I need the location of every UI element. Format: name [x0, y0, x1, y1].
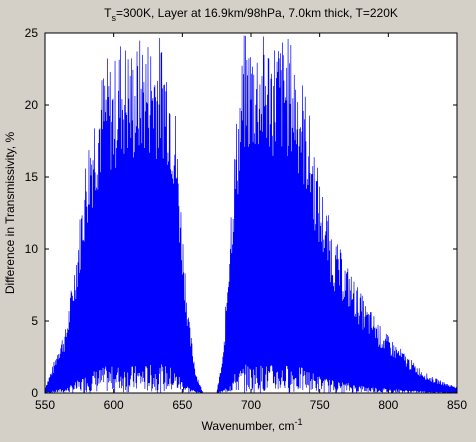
chart-title-rest: =300K, Layer at 16.9km/98hPa, 7.0km thic… — [116, 6, 398, 20]
plot-frame — [44, 32, 458, 394]
ticks-group: 550 600 650 700 750 800 850 0 5 10 15 20 25 — [25, 26, 468, 412]
x-tick-label: 700 — [241, 398, 261, 412]
x-tick-label: 650 — [172, 398, 192, 412]
y-tick-label: 5 — [31, 314, 38, 328]
transmissivity-difference-line — [45, 35, 457, 393]
y-axis-label: Difference in Transmissivity, % — [3, 132, 17, 295]
y-tick-label: 25 — [25, 26, 39, 40]
x-axis-label-main: Wavenumber, cm — [202, 419, 295, 433]
x-tick-label: 600 — [104, 398, 124, 412]
y-tick-label: 15 — [25, 170, 39, 184]
x-axis-label: Wavenumber, cm-1 — [202, 417, 303, 433]
chart-title: Ts=300K, Layer at 16.9km/98hPa, 7.0km th… — [104, 6, 398, 23]
y-tick-label: 10 — [25, 242, 39, 256]
y-tick-label: 20 — [25, 98, 39, 112]
x-tick-label: 550 — [35, 398, 55, 412]
x-tick-label: 850 — [447, 398, 467, 412]
x-axis-label-superscript: -1 — [294, 417, 302, 427]
chart-title-main: T — [104, 6, 112, 20]
y-tick-label: 0 — [31, 386, 38, 400]
x-tick-label: 800 — [378, 398, 398, 412]
x-tick-label: 750 — [310, 398, 330, 412]
chart-title-subscript: s — [111, 13, 116, 23]
series-group — [45, 35, 457, 393]
